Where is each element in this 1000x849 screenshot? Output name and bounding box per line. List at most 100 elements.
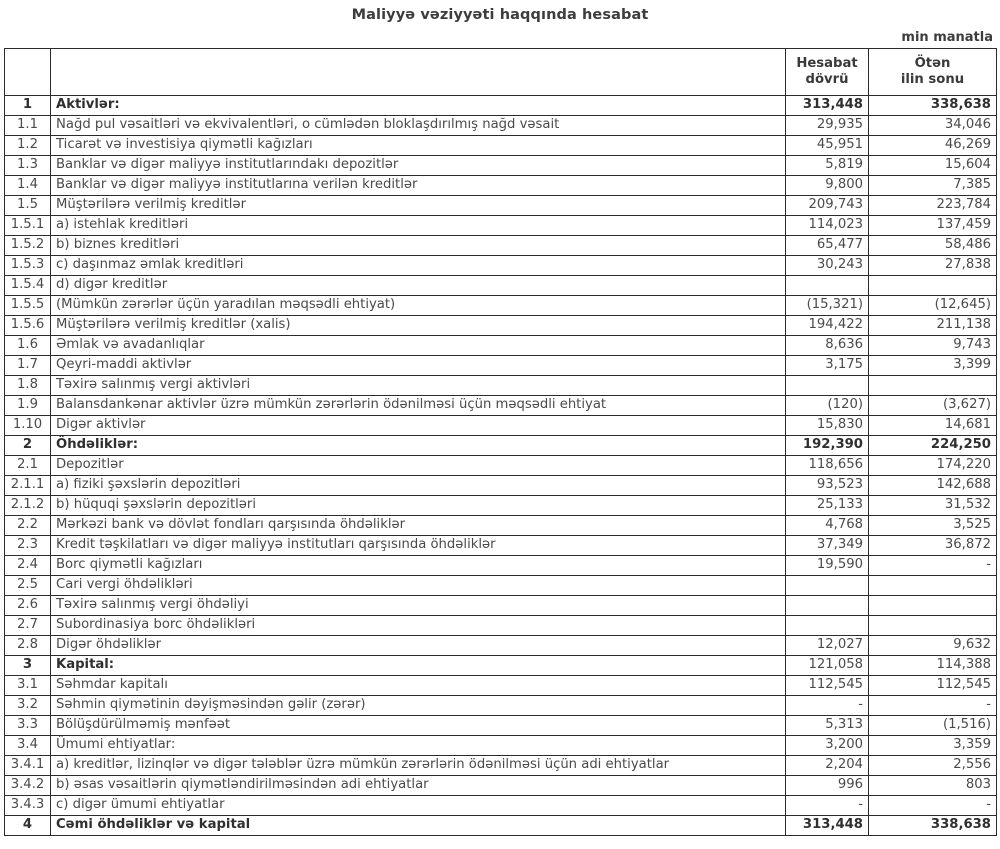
row-index: 2.8 — [4, 635, 51, 656]
row-index: 1 — [4, 95, 51, 116]
row-value-previous-year-end: (12,645) — [868, 295, 997, 316]
row-value-reporting-period: 30,243 — [785, 255, 869, 276]
row-index: 2.6 — [4, 595, 51, 616]
table-row: 1.5.1 a) istehlak kreditləri 114,023 137,45… — [4, 215, 997, 236]
header-previous-year-end-line1: Ötən — [914, 56, 951, 71]
table-row: 2.6 Təxirə salınmış vergi öhdəliyi — [4, 595, 997, 616]
table-row: 2.2 Mərkəzi bank və dövlət fondları qarşı… — [4, 515, 997, 536]
table-row: 3.2 Səhmin qiymətinin dəyişməsindən gəlir… — [4, 695, 997, 716]
row-description: Ümumi ehtiyatlar: — [50, 735, 786, 756]
row-value-previous-year-end: 223,784 — [868, 195, 997, 216]
row-index: 2.2 — [4, 515, 51, 536]
table-row: 3.4 Ümumi ehtiyatlar: 3,200 3,359 — [4, 735, 997, 756]
row-index: 3.4.3 — [4, 795, 51, 816]
row-value-reporting-period: - — [785, 795, 869, 816]
row-description: (Mümkün zərərlər üçün yaradılan məqsədli… — [50, 295, 786, 316]
row-value-reporting-period: (15,321) — [785, 295, 869, 316]
header-row: Hesabat dövrü Ötən ilin sonu — [4, 48, 997, 96]
table-row: 2.3 Kredit təşkilatları və digər maliyyə … — [4, 535, 997, 556]
row-value-previous-year-end: (1,516) — [868, 715, 997, 736]
row-description: Digər aktivlər — [50, 415, 786, 436]
table-row: 3.4.3 c) digər ümumi ehtiyatlar - - — [4, 795, 997, 816]
row-value-reporting-period — [785, 575, 869, 596]
row-index: 2.7 — [4, 615, 51, 636]
row-value-reporting-period: 93,523 — [785, 475, 869, 496]
row-value-previous-year-end: 338,638 — [868, 95, 997, 116]
table-row: 3.4.1 a) kreditlər, lizinqlər və digər tə… — [4, 755, 997, 776]
row-value-previous-year-end — [868, 375, 997, 396]
row-value-reporting-period: 118,656 — [785, 455, 869, 476]
row-value-previous-year-end — [868, 615, 997, 636]
row-description: Kapital: — [50, 655, 786, 676]
row-value-reporting-period: 112,545 — [785, 675, 869, 696]
row-description: Cari vergi öhdəlikləri — [50, 575, 786, 596]
row-description: Qeyri-maddi aktivlər — [50, 355, 786, 376]
row-index: 4 — [4, 815, 51, 836]
row-value-previous-year-end: 3,359 — [868, 735, 997, 756]
table-row: 1.5.5 (Mümkün zərərlər üçün yaradılan məq… — [4, 295, 997, 316]
row-value-previous-year-end: - — [868, 695, 997, 716]
row-description: Banklar və digər maliyyə institutlarında… — [50, 155, 786, 176]
row-value-previous-year-end: 112,545 — [868, 675, 997, 696]
row-value-previous-year-end: 15,604 — [868, 155, 997, 176]
row-description: a) fiziki şəxslərin depozitləri — [50, 475, 786, 496]
row-index: 3 — [4, 655, 51, 676]
header-previous-year-end: Ötən ilin sonu — [868, 48, 997, 96]
header-reporting-period-line2: dövrü — [805, 72, 849, 87]
table-row: 1.4 Banklar və digər maliyyə institutları… — [4, 175, 997, 196]
table-row: 1.5.2 b) biznes kreditləri 65,477 58,486 — [4, 235, 997, 256]
table-row: 1.5.4 d) digər kreditlər — [4, 275, 997, 296]
table-row: 1.2 Ticarət və investisiya qiymətli kağız… — [4, 135, 997, 156]
row-value-previous-year-end — [868, 575, 997, 596]
row-value-reporting-period: 3,200 — [785, 735, 869, 756]
row-value-previous-year-end: 338,638 — [868, 815, 997, 836]
row-value-previous-year-end: 137,459 — [868, 215, 997, 236]
table-row: 1.8 Təxirə salınmış vergi aktivləri — [4, 375, 997, 396]
row-value-reporting-period: 65,477 — [785, 235, 869, 256]
row-description: Depozitlər — [50, 455, 786, 476]
row-description: Bölüşdürülməmiş mənfəət — [50, 715, 786, 736]
row-value-reporting-period: 121,058 — [785, 655, 869, 676]
table-row: 3.4.2 b) əsas vəsaitlərin qiymətləndirilm… — [4, 775, 997, 796]
row-value-previous-year-end: 174,220 — [868, 455, 997, 476]
table-row: 2.1.2 b) hüquqi şəxslərin depozitləri 25,1… — [4, 495, 997, 516]
table-row: 1.7 Qeyri-maddi aktivlər 3,175 3,399 — [4, 355, 997, 376]
row-description: Əmlak və avadanlıqlar — [50, 335, 786, 356]
row-description: Banklar və digər maliyyə institutlarına … — [50, 175, 786, 196]
row-index: 1.10 — [4, 415, 51, 436]
row-description: Öhdəliklər: — [50, 435, 786, 456]
table-row: 4 Cəmi öhdəliklər və kapital 313,448 338,63… — [4, 815, 997, 836]
row-description: Balansdankənar aktivlər üzrə mümkün zərə… — [50, 395, 786, 416]
table-row: 1.1 Nağd pul vəsaitləri və ekvivalentləri… — [4, 115, 997, 136]
table-row: 3 Kapital: 121,058 114,388 — [4, 655, 997, 676]
row-value-previous-year-end: 224,250 — [868, 435, 997, 456]
row-index: 3.4.2 — [4, 775, 51, 796]
row-value-previous-year-end: 803 — [868, 775, 997, 796]
row-index: 3.3 — [4, 715, 51, 736]
row-value-previous-year-end: 46,269 — [868, 135, 997, 156]
row-value-reporting-period: 313,448 — [785, 815, 869, 836]
table-row: 1.5 Müştərilərə verilmiş kreditlər 209,743… — [4, 195, 997, 216]
row-index: 1.2 — [4, 135, 51, 156]
row-value-reporting-period — [785, 375, 869, 396]
row-description: b) əsas vəsaitlərin qiymətləndirilməsind… — [50, 775, 786, 796]
table-row: 1.10 Digər aktivlər 15,830 14,681 — [4, 415, 997, 436]
row-index: 1.5.1 — [4, 215, 51, 236]
row-value-reporting-period: 5,313 — [785, 715, 869, 736]
row-value-reporting-period: 29,935 — [785, 115, 869, 136]
row-index: 1.5.3 — [4, 255, 51, 276]
row-description: Borc qiymətli kağızları — [50, 555, 786, 576]
row-description: Kredit təşkilatları və digər maliyyə ins… — [50, 535, 786, 556]
row-value-previous-year-end: 142,688 — [868, 475, 997, 496]
table-row: 2.7 Subordinasiya borc öhdəlikləri — [4, 615, 997, 636]
table-row: 2 Öhdəliklər: 192,390 224,250 — [4, 435, 997, 456]
row-value-previous-year-end: 3,399 — [868, 355, 997, 376]
row-index: 3.2 — [4, 695, 51, 716]
table-row: 1.9 Balansdankənar aktivlər üzrə mümkün z… — [4, 395, 997, 416]
row-index: 2.3 — [4, 535, 51, 556]
header-previous-year-end-line2: ilin sonu — [900, 72, 965, 87]
header-reporting-period-line1: Hesabat — [796, 56, 858, 71]
row-description: Digər öhdəliklər — [50, 635, 786, 656]
row-description: d) digər kreditlər — [50, 275, 786, 296]
row-value-reporting-period: 192,390 — [785, 435, 869, 456]
